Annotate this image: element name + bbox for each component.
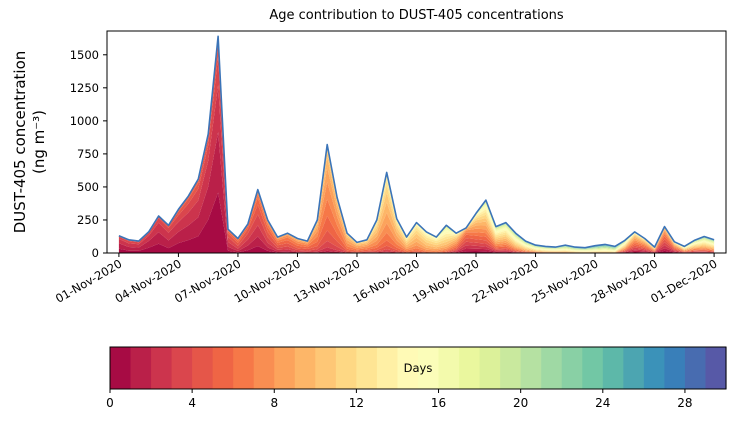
colorbar-tick-label: 16 (431, 396, 446, 410)
x-tick-label: 01-Dec-2020 (648, 256, 719, 305)
x-tick-label: 22-Nov-2020 (470, 256, 541, 305)
colorbar-segment (438, 347, 460, 389)
colorbar-segment (459, 347, 481, 389)
colorbar-segment (315, 347, 337, 389)
x-tick-label: 04-Nov-2020 (113, 256, 184, 305)
x-tick-label: 07-Nov-2020 (172, 256, 243, 305)
y-axis-label-line2: (ng m⁻³) (30, 109, 48, 175)
colorbar-segment (582, 347, 604, 389)
y-tick-label: 250 (77, 213, 99, 227)
colorbar-segment (541, 347, 563, 389)
colorbar-segment (705, 347, 727, 389)
x-tick-label: 25-Nov-2020 (529, 256, 600, 305)
y-tick-label: 1500 (70, 48, 99, 62)
x-tick-label: 10-Nov-2020 (232, 256, 303, 305)
colorbar-tick-label: 28 (677, 396, 692, 410)
colorbar-tick-label: 8 (270, 396, 278, 410)
colorbar-segment (418, 347, 440, 389)
colorbar-tick-label: 20 (513, 396, 528, 410)
y-tick-label: 500 (77, 180, 99, 194)
axes: 0 250 500 750 1000 1250 1500 01-Nov-202004-Nov-… (53, 30, 727, 306)
colorbar-segment (274, 347, 296, 389)
y-axis-label: DUST-405 concentration (ng m⁻³) (11, 51, 49, 234)
x-tick-label: 16-Nov-2020 (351, 256, 422, 305)
colorbar-border (109, 346, 727, 390)
colorbar-segment (664, 347, 686, 389)
chart-title: Age contribution to DUST-405 concentrati… (269, 8, 564, 23)
colorbar-segment (397, 347, 419, 389)
colorbar-segment (253, 347, 275, 389)
colorbar-segment (356, 347, 378, 389)
y-axis-label-line1: DUST-405 concentration (11, 50, 29, 234)
x-tick-label: 28-Nov-2020 (589, 256, 660, 305)
colorbar-segment (212, 347, 234, 389)
age-layer (118, 132, 715, 253)
colorbar-tick-label: 24 (595, 396, 610, 410)
colorbar-segment (171, 347, 193, 389)
colorbar-segment (623, 347, 645, 389)
colorbar-segment (294, 347, 316, 389)
x-tick-label: 19-Nov-2020 (410, 256, 481, 305)
colorbar-segment (602, 347, 624, 389)
total-line (118, 35, 715, 249)
colorbar-title: Days (404, 361, 433, 375)
y-tick-label: 0 (92, 246, 99, 260)
colorbar-tick-label: 4 (188, 396, 196, 410)
colorbar-segment (479, 347, 501, 389)
colorbar: 0 4 8 12 16 20 24 28 Days (106, 346, 727, 410)
colorbar-segment (643, 347, 665, 389)
colorbar-tick-label: 0 (106, 396, 114, 410)
colorbar-segment (335, 347, 357, 389)
y-tick-label: 1250 (70, 81, 99, 95)
colorbar-segment (130, 347, 152, 389)
colorbar-segment (151, 347, 173, 389)
x-tick-label: 13-Nov-2020 (291, 256, 362, 305)
colorbar-tick-label: 12 (349, 396, 364, 410)
age-layer (118, 192, 715, 253)
area-layers (118, 36, 715, 253)
colorbar-segment (684, 347, 707, 389)
colorbar-segment (500, 347, 522, 389)
colorbar-segment (233, 347, 255, 389)
y-tick-label: 1000 (70, 114, 99, 128)
y-tick-label: 750 (77, 147, 99, 161)
colorbar-segment (520, 347, 542, 389)
colorbar-segment (376, 347, 399, 389)
colorbar-segment (110, 347, 132, 389)
colorbar-segment (561, 347, 583, 389)
x-tick-label: 01-Nov-2020 (53, 256, 124, 305)
colorbar-segment (192, 347, 214, 389)
